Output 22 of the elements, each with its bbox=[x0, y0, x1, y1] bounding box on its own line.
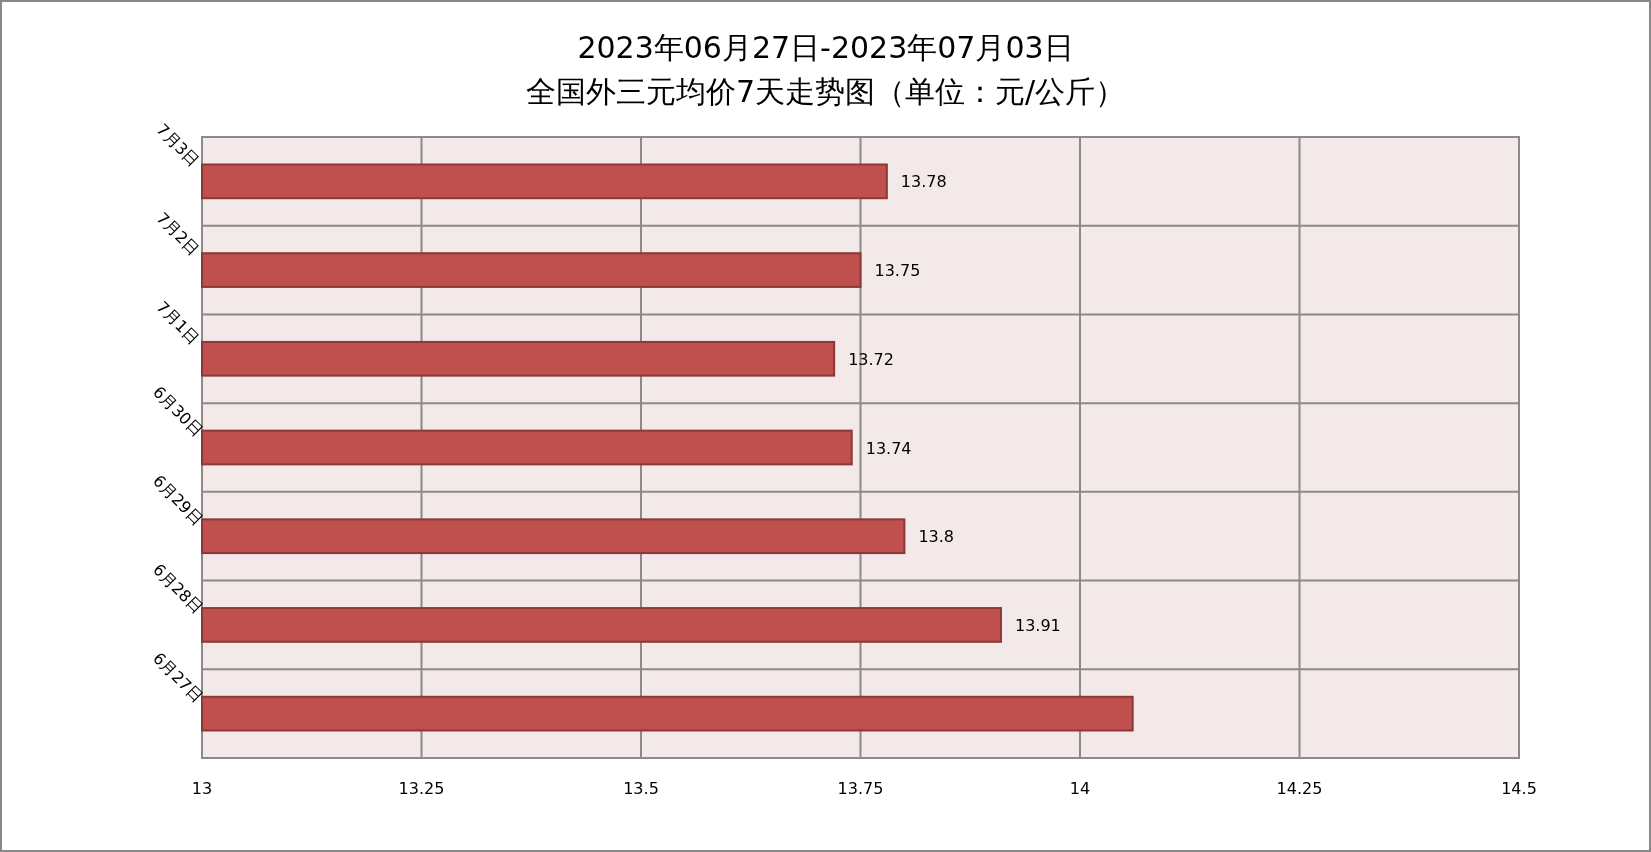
data-label: 13.74 bbox=[865, 438, 912, 458]
x-tick-label: 13.5 bbox=[623, 779, 659, 798]
x-tick-label: 14.5 bbox=[1501, 779, 1537, 798]
x-tick-label: 13.25 bbox=[398, 779, 445, 798]
x-tick-label: 13 bbox=[191, 779, 213, 798]
data-label: 13.75 bbox=[874, 261, 921, 281]
x-tick-label: 13.75 bbox=[837, 779, 884, 798]
data-label: 13.78 bbox=[900, 172, 947, 192]
chart-title: 2023年06月27日-2023年07月03日 bbox=[577, 30, 1074, 65]
y-tick-label: 7月2日 bbox=[152, 208, 204, 260]
y-tick-label: 6月30日 bbox=[149, 382, 207, 441]
y-tick-label: 7月3日 bbox=[152, 119, 204, 171]
y-tick-label: 7月1日 bbox=[152, 297, 204, 348]
data-label: 13.91 bbox=[1014, 615, 1061, 635]
data-label: 13.8 bbox=[918, 527, 955, 547]
y-tick-label: 6月27日 bbox=[149, 648, 207, 707]
data-label: 13.72 bbox=[848, 349, 894, 369]
y-tick-label: 6月29日 bbox=[149, 471, 207, 529]
x-tick-label: 14 bbox=[1069, 779, 1091, 798]
y-tick-label: 6月28日 bbox=[149, 559, 207, 618]
x-tick-label: 14.25 bbox=[1276, 779, 1323, 798]
chart-subtitle: 全国外三元均价7天走势图（单位：元/公斤） bbox=[525, 74, 1126, 109]
